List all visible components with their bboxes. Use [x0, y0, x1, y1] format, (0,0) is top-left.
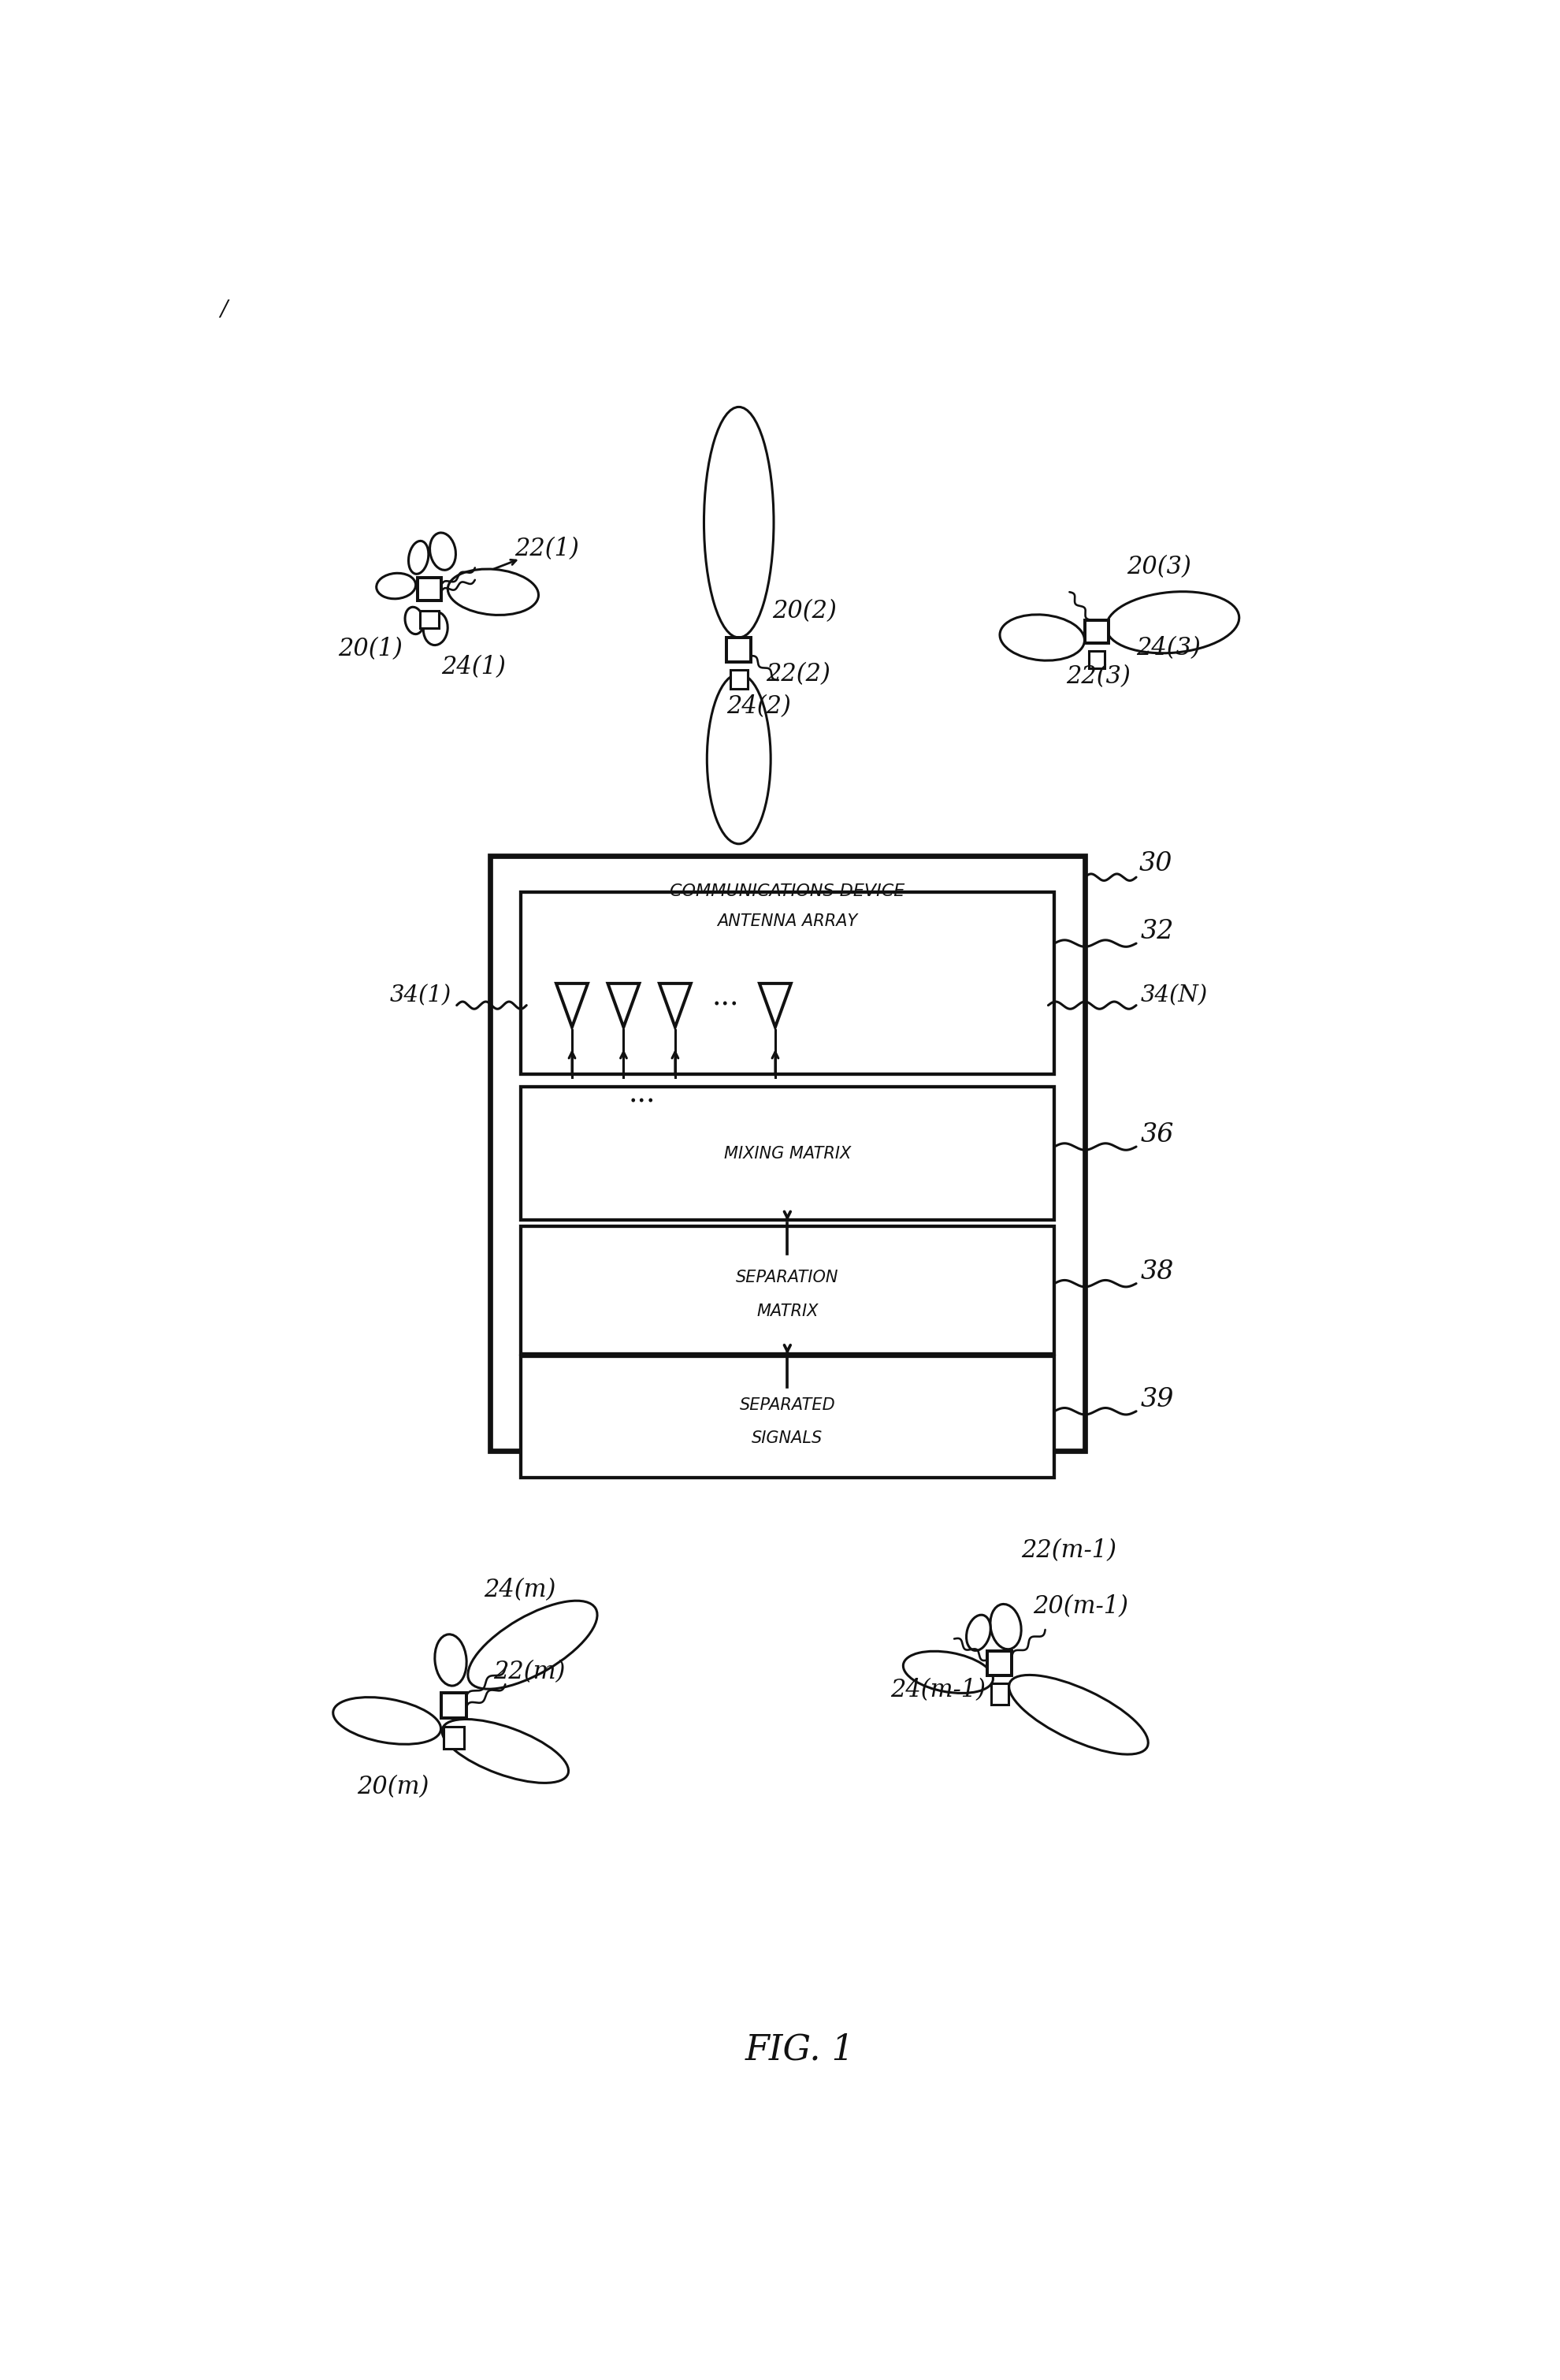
Text: 24(2): 24(2) — [727, 695, 791, 719]
Text: 22(2): 22(2) — [766, 662, 830, 688]
Ellipse shape — [704, 407, 774, 638]
Ellipse shape — [1000, 614, 1084, 662]
Ellipse shape — [966, 1616, 991, 1652]
Ellipse shape — [435, 1635, 466, 1685]
Ellipse shape — [334, 1697, 441, 1745]
Bar — [443, 1728, 463, 1749]
Text: FIG. 1: FIG. 1 — [744, 2033, 855, 2066]
Text: 24(1): 24(1) — [441, 655, 505, 678]
Polygon shape — [660, 983, 691, 1028]
Bar — [991, 1683, 1008, 1704]
Bar — [1086, 619, 1108, 643]
Text: 20(1): 20(1) — [339, 638, 402, 662]
Text: 22(m-1): 22(m-1) — [1020, 1537, 1117, 1561]
Text: ANTENNA ARRAY: ANTENNA ARRAY — [718, 914, 858, 931]
Ellipse shape — [903, 1652, 994, 1692]
Ellipse shape — [468, 1602, 597, 1690]
Ellipse shape — [406, 607, 423, 633]
Text: 34(N): 34(N) — [1140, 985, 1207, 1007]
Ellipse shape — [1009, 1676, 1148, 1754]
Ellipse shape — [431, 533, 456, 571]
Text: 20(m-1): 20(m-1) — [1033, 1595, 1128, 1618]
Text: 36: 36 — [1140, 1121, 1175, 1147]
Text: 20(m): 20(m) — [357, 1775, 429, 1799]
Bar — [420, 612, 438, 628]
Text: 22(3): 22(3) — [1067, 664, 1131, 688]
Bar — [727, 638, 750, 662]
Polygon shape — [760, 983, 791, 1028]
Text: /: / — [220, 300, 228, 321]
Text: SIGNALS: SIGNALS — [752, 1430, 824, 1447]
Ellipse shape — [376, 574, 415, 600]
Text: 20(3): 20(3) — [1128, 555, 1192, 578]
Bar — [521, 1226, 1055, 1354]
Text: ...: ... — [629, 1081, 655, 1107]
Text: 38: 38 — [1140, 1259, 1175, 1285]
Bar — [987, 1652, 1012, 1676]
Text: 34(1): 34(1) — [390, 985, 452, 1007]
Text: COMMUNICATIONS DEVICE: COMMUNICATIONS DEVICE — [669, 883, 905, 900]
Polygon shape — [608, 983, 640, 1028]
Bar — [441, 1692, 466, 1718]
Text: 30: 30 — [1139, 852, 1173, 876]
Bar — [418, 578, 441, 600]
Text: 32: 32 — [1140, 919, 1175, 945]
Bar — [1089, 652, 1104, 669]
Polygon shape — [557, 983, 588, 1028]
Text: 24(m): 24(m) — [484, 1578, 555, 1602]
Ellipse shape — [448, 569, 538, 614]
Bar — [521, 892, 1055, 1073]
Text: 39: 39 — [1140, 1388, 1175, 1411]
Bar — [730, 669, 747, 690]
Text: 24(m-1): 24(m-1) — [891, 1678, 986, 1702]
Ellipse shape — [707, 674, 771, 845]
Bar — [521, 1357, 1055, 1478]
Ellipse shape — [409, 540, 429, 574]
Ellipse shape — [441, 1718, 568, 1783]
Ellipse shape — [1106, 593, 1239, 652]
Text: MATRIX: MATRIX — [757, 1304, 819, 1319]
Text: 20(2): 20(2) — [772, 600, 836, 624]
Text: 24(3): 24(3) — [1136, 635, 1201, 659]
Bar — [490, 857, 1084, 1452]
Ellipse shape — [991, 1604, 1022, 1649]
Text: 22(1): 22(1) — [515, 538, 579, 562]
Text: 22(m): 22(m) — [493, 1659, 565, 1683]
Text: MIXING MATRIX: MIXING MATRIX — [724, 1145, 850, 1161]
Bar — [521, 1088, 1055, 1221]
Text: SEPARATED: SEPARATED — [739, 1397, 835, 1414]
Text: SEPARATION: SEPARATION — [736, 1271, 839, 1285]
Ellipse shape — [423, 612, 448, 645]
Text: ...: ... — [711, 983, 739, 1012]
